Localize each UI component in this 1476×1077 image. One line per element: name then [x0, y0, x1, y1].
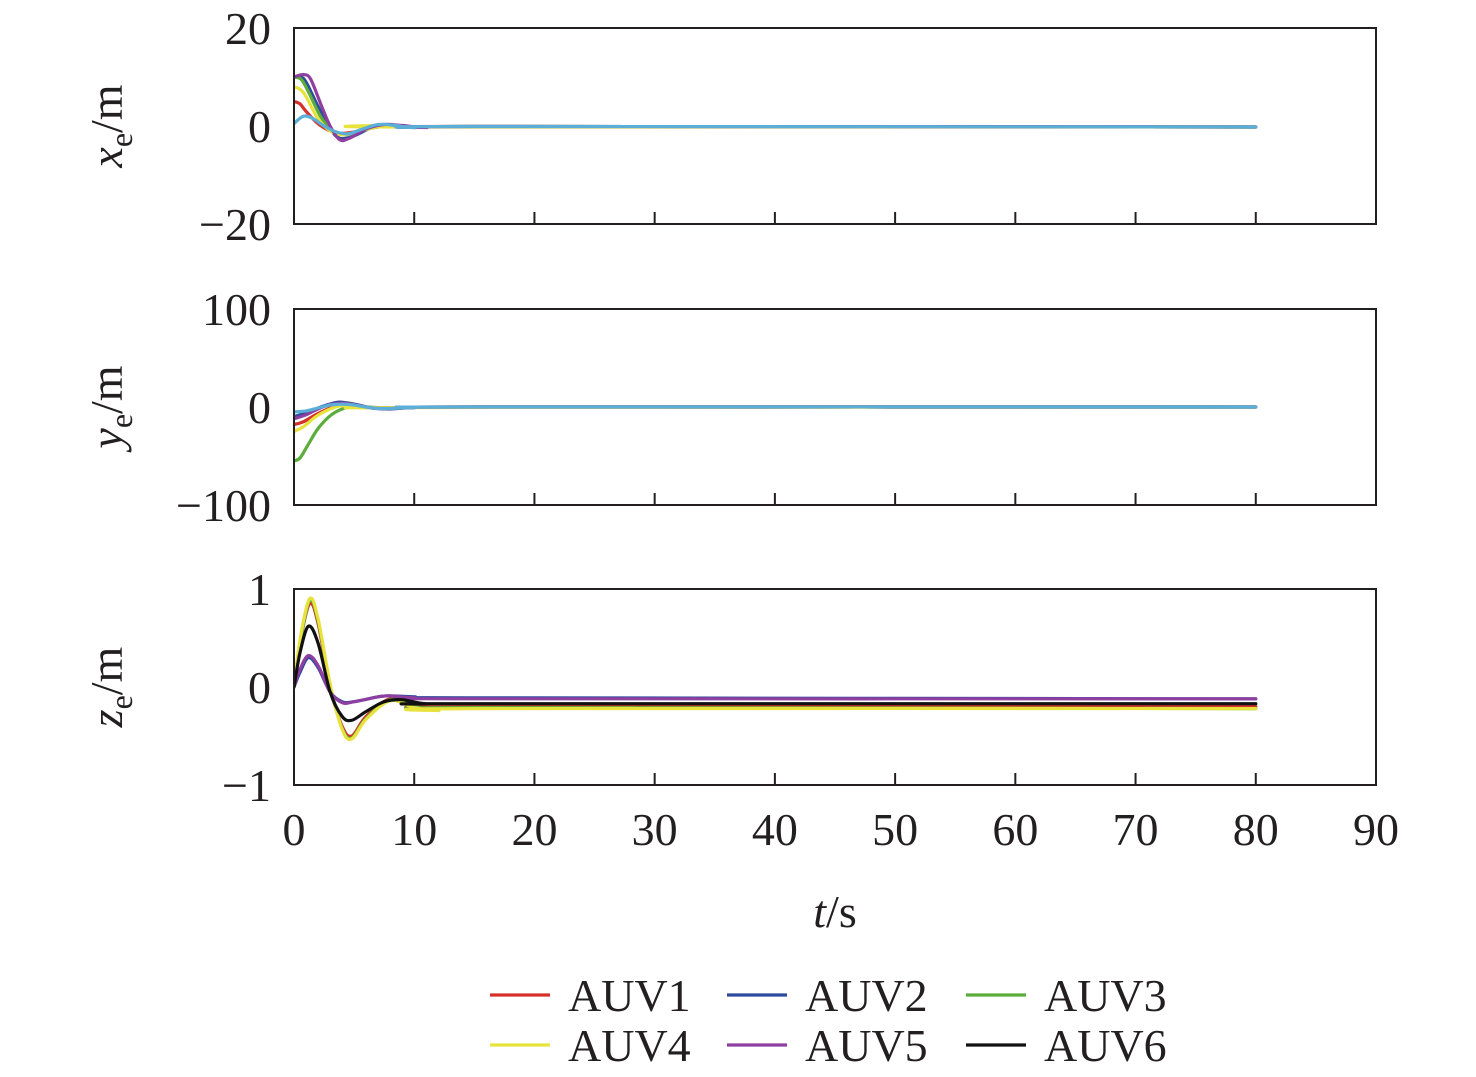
- x-axis-label-unit: /s: [826, 886, 857, 937]
- x-tick-label-10: 10: [391, 804, 437, 855]
- y-tick-label-ze-0: −1: [222, 760, 271, 811]
- series-line-ze-auv1: [294, 601, 1258, 738]
- legend-label-auv4: AUV4: [568, 1020, 691, 1071]
- series-line-ze-auv2: [294, 655, 1258, 705]
- y-axis-label-unit-ye: /m: [81, 365, 132, 414]
- legend-label-auv1: AUV1: [568, 970, 691, 1021]
- series-line-xe-auv5: [294, 72, 1258, 143]
- x-tick-label-0: 0: [283, 804, 306, 855]
- series-line-xe-extra-5: [294, 114, 1258, 136]
- legend: AUV1 AUV2 AUV3 AUV4 AUV5 AUV6: [490, 970, 1167, 1071]
- y-axis-label-xe: xe/m: [81, 84, 139, 168]
- x-tick-label-20: 20: [511, 804, 557, 855]
- y-tick-label-xe-2: 20: [225, 3, 271, 54]
- x-axis-label: t/s: [813, 886, 856, 937]
- series-line-ze-auv3: [294, 598, 1258, 740]
- x-tick-label-70: 70: [1113, 804, 1159, 855]
- series-line-ye-auv2: [294, 400, 1258, 419]
- plot-frame-xe: [293, 27, 1377, 225]
- y-tick-label-xe-0: −20: [199, 199, 271, 250]
- series-line-ye-auv4: [294, 403, 1258, 434]
- y-axis-label-ye: ye/m: [81, 365, 139, 452]
- series-line-ye-extra-5: [294, 402, 1258, 414]
- panel-ye: −100 0 100 ye/m: [81, 284, 1377, 531]
- plot-frame-ye: [293, 308, 1377, 506]
- legend-label-auv6: AUV6: [1044, 1020, 1167, 1071]
- y-tick-label-ze-1: 0: [248, 662, 271, 713]
- y-axis-label-unit-ze: /m: [81, 646, 132, 695]
- x-axis-label-var: t: [813, 886, 827, 937]
- series-line-ye-auv3: [294, 404, 1258, 463]
- panel-xe: −20 0 20 xe/m: [81, 3, 1377, 250]
- x-tick-label-30: 30: [632, 804, 678, 855]
- x-tick-label-60: 60: [992, 804, 1038, 855]
- y-axis-label-sub-ze: e: [103, 695, 139, 709]
- y-axis-label-sub-xe: e: [103, 133, 139, 147]
- series-group-ze: [294, 596, 1258, 741]
- y-axis-label-var-ye: y: [81, 428, 132, 453]
- y-tick-label-ze-2: 1: [248, 564, 271, 615]
- y-axis-label-var-ze: z: [81, 709, 132, 728]
- panel-ze: −1 0 1 ze/m: [81, 564, 1377, 811]
- x-tick-label-90: 90: [1353, 804, 1399, 855]
- y-axis-label-var-xe: x: [81, 147, 132, 169]
- y-axis-label-sub-ye: e: [103, 414, 139, 428]
- y-tick-label-ye-2: 100: [202, 284, 271, 335]
- x-tick-label-50: 50: [872, 804, 918, 855]
- y-tick-label-ye-0: −100: [176, 480, 271, 531]
- y-axis-label-ze: ze/m: [81, 646, 139, 728]
- series-line-ze-auv4: [294, 596, 1258, 741]
- series-line-xe-auv2: [294, 75, 1258, 141]
- series-line-ze-auv5: [294, 653, 1258, 705]
- y-tick-label-xe-1: 0: [248, 101, 271, 152]
- series-line-ze-auv6: [294, 624, 1258, 723]
- plot-frame-ze: [293, 588, 1377, 786]
- x-tick-label-40: 40: [752, 804, 798, 855]
- y-axis-label-unit-xe: /m: [81, 84, 132, 133]
- x-tick-label-80: 80: [1233, 804, 1279, 855]
- series-group-ye: [294, 400, 1258, 463]
- legend-label-auv3: AUV3: [1044, 970, 1167, 1021]
- legend-label-auv2: AUV2: [805, 970, 928, 1021]
- y-tick-label-ye-1: 0: [248, 382, 271, 433]
- series-group-xe: [294, 72, 1258, 143]
- legend-label-auv5: AUV5: [805, 1020, 928, 1071]
